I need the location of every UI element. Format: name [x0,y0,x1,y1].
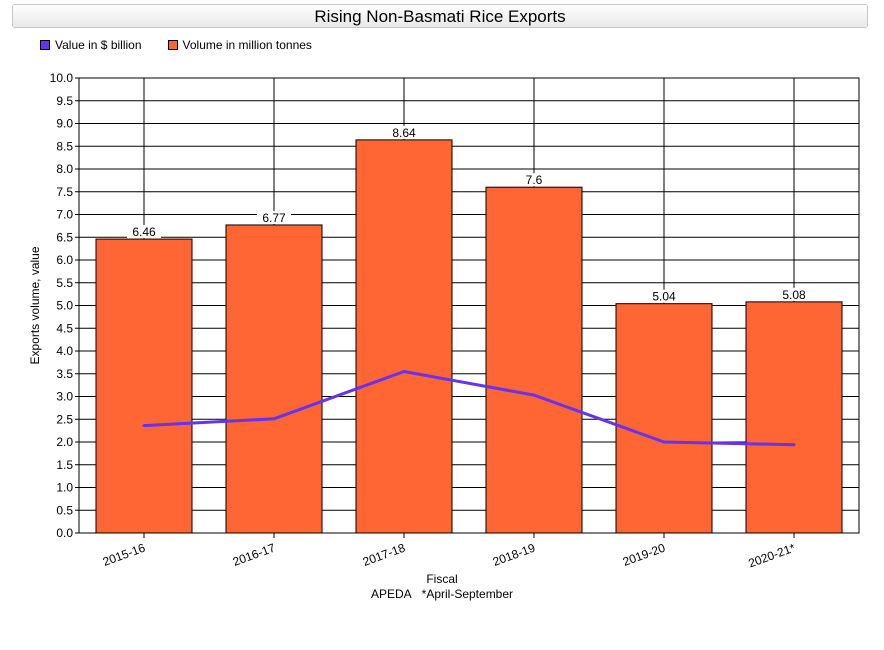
bar-volume [745,301,843,534]
legend-label-value: Value in $ billion [55,38,142,52]
line-value-series [143,369,795,447]
y-tick-label: 1.0 [56,481,73,495]
bar-label-bg [257,210,291,224]
y-tick-label: 6.5 [56,230,73,244]
line-value-point [792,443,796,447]
x-tick-label: 2019-20 [621,541,667,569]
x-tick-label: 2017-18 [361,541,407,569]
y-tick-label: 4.5 [56,321,73,335]
x-tick-label: 2015-16 [101,541,147,569]
footnote-note: *April-September [421,587,514,601]
y-tick-label: 5.0 [56,299,73,313]
bar-label-bg [647,289,681,303]
y-tick-label: 4.0 [56,344,73,358]
y-tick-label: 2.0 [56,435,73,449]
y-tick-label: 0.0 [56,526,73,540]
y-tick-label: 2.5 [56,412,73,426]
y-tick-label: 10.0 [50,71,74,85]
bar-label-bg [127,225,161,239]
y-tick-label: 0.5 [56,503,73,517]
y-tick-label: 8.0 [56,162,73,176]
x-tick-label: 2018-19 [491,541,537,569]
bar-value-label: 7.6 [526,173,543,187]
chart-title-bar: Rising Non-Basmati Rice Exports [12,4,868,28]
y-tick-label: 9.0 [56,117,73,131]
bar-value-label: 6.77 [262,211,286,225]
chart-title: Rising Non-Basmati Rice Exports [314,7,566,26]
y-tick-label: 3.0 [56,390,73,404]
y-tick-label: 9.5 [56,94,73,108]
y-axis-title: Exports volume, value [28,246,42,364]
y-tick-label: 6.0 [56,253,73,267]
x-tick-label: 2016-17 [231,541,277,569]
bar-volume [225,224,323,534]
bar-volume [95,238,193,534]
legend-item-volume: Volume in million tonnes [167,38,312,52]
plot-border [78,77,860,534]
bar-value-label: 8.64 [392,126,416,140]
line-value-point [402,369,406,373]
y-tick-label: 7.0 [56,208,73,222]
y-tick-label: 1.5 [56,458,73,472]
y-tick-label: 7.5 [56,185,73,199]
bar-value-label: 5.04 [652,290,676,304]
bar-label-bg [387,125,421,139]
x-tick-label: 2020-21* [746,541,797,571]
legend-label-volume: Volume in million tonnes [182,38,312,52]
bar-volume [355,139,453,534]
line-value-point [662,440,666,444]
bar-label-bg [517,173,551,187]
footnote-source: APEDA [370,587,412,601]
line-value-point [142,424,146,428]
legend-item-value: Value in $ billion [40,38,142,52]
footnote: APEDA *April-September [0,587,884,601]
y-tick-label: 3.5 [56,367,73,381]
y-tick-label: 5.5 [56,276,73,290]
bar-volume [485,186,583,534]
bar-value-label: 6.46 [132,225,156,239]
bar-value-label: 5.08 [782,288,806,302]
legend-swatch-volume [167,40,178,50]
legend-swatch-value [40,40,50,50]
line-value-point [272,417,276,421]
x-axis-title: Fiscal [426,572,458,586]
line-value-point [532,393,536,397]
bar-volume [615,303,713,534]
chart-legend: Value in $ billion Volume in million ton… [40,38,312,52]
y-tick-label: 8.5 [56,139,73,153]
bar-label-bg [777,287,811,301]
